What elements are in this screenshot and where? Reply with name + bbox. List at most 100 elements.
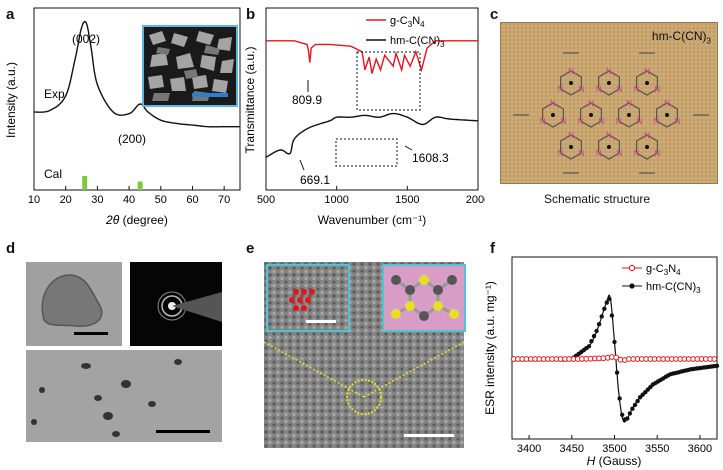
nitrogen-label: N (644, 131, 650, 140)
hm-c-cn-3-point (630, 406, 635, 411)
legend-label-g-c3n4: g-C3N4 (646, 263, 681, 277)
panel-letter-c: c (490, 6, 499, 23)
x-axis-label: 2θ (degree) (105, 213, 168, 227)
hm-c-cn-3-point (589, 339, 594, 344)
nitrogen-label: N (616, 117, 622, 126)
arrow-669 (299, 159, 305, 171)
legend-marker-g-c3n4 (628, 264, 636, 272)
panel-letter-f: f (490, 240, 495, 257)
triazine-ring (580, 102, 602, 128)
zoom-circle (346, 379, 382, 415)
tem-image-particles (26, 350, 222, 442)
nitrogen-label: N (637, 117, 643, 126)
hm-c-cn-3-point (599, 314, 604, 319)
tem-image-flake (26, 262, 122, 346)
x-tick-label: 3500 (602, 443, 626, 455)
zoom-guide-left (264, 341, 365, 398)
esr-chart: 3400 3450 3500 3550 3600 g-C3N4 hm-C(CN)3 ES… (483, 256, 720, 468)
radical-dot (551, 113, 555, 117)
nitrogen-label: N (578, 117, 584, 126)
nitrogen-label: N (596, 149, 602, 158)
annotation-809: 809.9 (292, 93, 322, 107)
cal-bar (137, 181, 143, 190)
hm-c-cn-3-point (627, 411, 633, 416)
xrd-chart: 10 20 30 40 50 60 70 Exp Cal (002) (200) Inten… (4, 7, 241, 227)
triazine-ring (598, 134, 620, 160)
y-axis-label: ESR intensity (a.u. mg⁻¹) (483, 281, 497, 415)
legend-label-hm-c-cn-3: hm-C(CN)3 (390, 35, 445, 49)
x-tick-label: 1000 (324, 194, 348, 206)
y-axis-label: Transmittance (a.u.) (243, 47, 257, 154)
nitrogen-label: N (617, 85, 623, 94)
nitrogen-label: N (606, 67, 612, 76)
x-tick-label: 70 (218, 194, 230, 206)
saed-pattern-image (130, 262, 222, 346)
nitrogen-label: N (617, 149, 623, 158)
radical-dot (665, 113, 669, 117)
panel-letter-b: b (246, 6, 256, 23)
highlight-box-red (356, 51, 421, 111)
x-tick-label: 3400 (517, 443, 541, 455)
annotation-1608: 1608.3 (412, 151, 449, 165)
nitrogen-label: N (568, 67, 574, 76)
schematic-title: hm-C(CN)3 (651, 29, 711, 46)
x-tick-label: 50 (155, 194, 167, 206)
hm-c-cn-3-point (609, 313, 615, 318)
scale-bar (156, 430, 210, 433)
hm-c-cn-3-point (604, 300, 609, 305)
hm-c-cn-3-point (586, 344, 592, 349)
sem-inset-image (142, 25, 238, 107)
nitrogen-label: N (655, 149, 661, 158)
x-axis-label: Wavenumber (cm⁻¹) (318, 213, 427, 227)
nitrogen-label: N (655, 85, 661, 94)
triazine-ring (560, 134, 582, 160)
x-tick-label: 1500 (395, 194, 419, 206)
x-tick-label: 2000 (466, 194, 485, 206)
scale-bar (192, 93, 228, 97)
hm-c-cn-3-curve (265, 112, 479, 158)
triazine-ring (636, 134, 658, 160)
triazine-ring (656, 102, 678, 128)
hm-c-cn-3-point (617, 396, 622, 401)
g-c3n4-point (711, 356, 718, 362)
triazine-ring (636, 70, 658, 96)
radical-dot (607, 145, 611, 149)
scale-bar (74, 332, 108, 335)
nitrogen-label: N (634, 149, 640, 158)
nitrogen-label: N (644, 67, 650, 76)
radical-dot (607, 81, 611, 85)
hm-c-cn-3-point (591, 333, 597, 339)
x-tick-label: 3550 (645, 443, 669, 455)
legend-label-g-c3n4: g-C3N4 (390, 15, 425, 29)
nitrogen-label: N (558, 85, 564, 94)
hm-c-cn-3-point (635, 398, 640, 404)
nitrogen-label: N (568, 131, 574, 140)
nitrogen-label: N (558, 149, 564, 158)
nitrogen-label: N (634, 85, 640, 94)
panel-letter-e: e (246, 240, 255, 257)
hm-c-cn-3-point (596, 322, 602, 327)
hm-c-cn-3-point (614, 370, 620, 375)
hm-c-cn-3-point (607, 296, 612, 302)
y-axis-label: Intensity (a.u.) (4, 62, 18, 138)
nitrogen-label: N (675, 117, 681, 126)
radical-dot (589, 113, 593, 117)
g-c3n4-point (613, 354, 620, 361)
exp-curve (34, 20, 240, 128)
x-tick-label: 3600 (688, 443, 712, 455)
triazine-ring (542, 102, 564, 128)
hm-c-cn-3-point (620, 412, 625, 417)
panel-letter-a: a (6, 6, 15, 23)
hm-c-cn-3-point (625, 416, 630, 421)
x-tick-label: 20 (60, 194, 72, 206)
nitrogen-label: N (550, 99, 556, 108)
ftir-chart: 500 1000 1500 2000 g-C3N4 hm-C(CN)3 809.9 6… (243, 7, 485, 227)
cal-bar (82, 176, 88, 190)
nitrogen-label: N (664, 99, 670, 108)
panel-letter-d: d (6, 240, 16, 257)
molecule-model-inset (382, 264, 466, 332)
radical-dot (645, 81, 649, 85)
hm-c-cn-3-point (594, 328, 599, 334)
legend-marker-hm-c-cn-3 (629, 283, 635, 289)
